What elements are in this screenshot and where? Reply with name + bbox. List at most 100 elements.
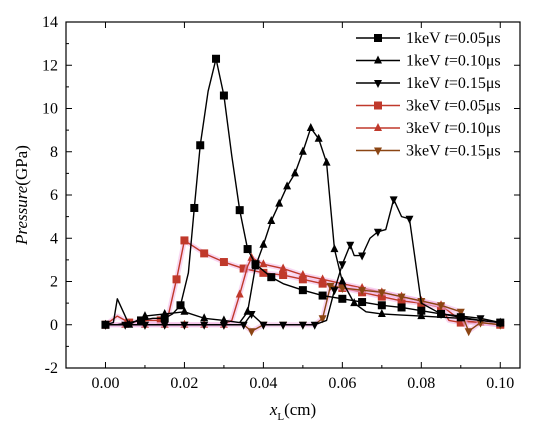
legend-label: 1keV t=0.05μs	[406, 30, 501, 47]
y-axis-label-italic: Pressure	[12, 185, 31, 246]
legend-label-prefix: 3keV	[406, 120, 444, 137]
data-point	[275, 198, 284, 207]
y-tick-label: 12	[42, 57, 58, 74]
data-point	[279, 271, 288, 280]
data-point	[377, 301, 386, 310]
data-point	[314, 133, 323, 142]
data-point	[290, 168, 299, 177]
legend-marker	[374, 101, 382, 110]
legend-label-prefix: 1keV	[406, 30, 444, 47]
data-point	[137, 316, 146, 325]
legend-item: 3keV t=0.05μs	[356, 98, 501, 115]
data-point	[259, 268, 268, 277]
data-point	[377, 308, 386, 317]
data-point	[338, 294, 347, 303]
x-tick-label: 0.10	[486, 375, 514, 392]
data-point	[247, 328, 256, 337]
data-point	[298, 321, 307, 330]
data-point	[219, 258, 228, 267]
series-group	[101, 54, 505, 329]
data-point	[346, 241, 355, 250]
legend-label-suffix: =0.15μs	[449, 75, 501, 92]
plot-series-group	[101, 54, 505, 337]
data-point	[283, 181, 292, 190]
legend-label-suffix: =0.05μs	[449, 98, 501, 115]
legend-label-suffix: =0.10μs	[449, 53, 501, 70]
data-point	[377, 289, 386, 298]
data-point	[358, 252, 367, 261]
series-group	[101, 122, 505, 328]
legend-marker	[374, 80, 382, 88]
legend-label-suffix: =0.05μs	[449, 30, 501, 47]
data-point	[121, 321, 130, 330]
y-axis-label-unit: (GPa)	[12, 145, 31, 186]
data-point	[235, 289, 244, 298]
data-point	[200, 249, 209, 258]
data-point	[239, 321, 248, 330]
data-point	[476, 319, 485, 328]
data-point	[338, 284, 347, 293]
legend-label: 3keV t=0.15μs	[406, 143, 501, 160]
y-tick-label: 8	[50, 144, 58, 161]
legend-item: 1keV t=0.05μs	[356, 30, 501, 47]
data-point	[200, 313, 209, 322]
x-tick-label: 0.00	[91, 375, 119, 392]
legend-label-var: t	[444, 120, 449, 137]
data-point	[235, 206, 244, 215]
data-point	[330, 244, 339, 253]
x-axis-label-unit: (cm)	[284, 400, 316, 419]
data-point	[259, 321, 268, 330]
data-point	[267, 215, 276, 224]
legend-marker	[374, 147, 382, 156]
data-point	[196, 141, 205, 150]
data-point	[172, 275, 181, 284]
legend-item: 3keV t=0.15μs	[356, 143, 501, 160]
data-point	[176, 301, 185, 310]
data-point	[140, 311, 149, 320]
data-point	[476, 315, 485, 324]
data-point	[160, 308, 169, 317]
data-point	[219, 321, 228, 330]
data-point	[326, 282, 335, 291]
data-point	[318, 279, 327, 288]
data-point	[298, 275, 307, 284]
data-point	[437, 302, 446, 311]
legend-label-suffix: =0.10μs	[449, 120, 501, 137]
legend-item: 1keV t=0.15μs	[356, 75, 501, 92]
data-point	[397, 303, 406, 312]
data-point	[417, 311, 426, 320]
y-tick-label: 14	[42, 14, 58, 31]
data-point	[212, 54, 221, 63]
series-group	[101, 196, 505, 330]
data-point	[318, 291, 327, 300]
y-tick-label: 2	[50, 274, 58, 291]
legend-label-var: t	[444, 75, 449, 92]
data-point	[456, 308, 465, 317]
y-axis-label: Pressure(GPa)	[12, 145, 31, 246]
series-line	[105, 127, 501, 326]
data-point	[239, 264, 248, 273]
data-point	[437, 310, 446, 319]
data-point	[140, 321, 149, 330]
data-point	[180, 306, 189, 315]
data-point	[219, 315, 228, 324]
data-point	[464, 328, 473, 337]
x-tick-label: 0.02	[170, 375, 198, 392]
legend-label-prefix: 3keV	[406, 143, 444, 160]
data-point	[160, 321, 169, 330]
data-point	[180, 236, 189, 245]
legend-label-prefix: 1keV	[406, 53, 444, 70]
legend-label-prefix: 1keV	[406, 75, 444, 92]
y-tick-label: 4	[50, 230, 58, 247]
data-point	[496, 319, 505, 328]
x-tick-label: 0.04	[249, 375, 277, 392]
data-point	[200, 321, 209, 330]
axis-ticks-group: 0.00 0.02 0.04 0.06 0.08 0.10 -2 0 2 4 6 8 10 12 14	[42, 14, 520, 392]
data-point	[180, 321, 189, 330]
data-point	[298, 286, 307, 295]
legend-label-var: t	[444, 143, 449, 160]
legend-label: 3keV t=0.10μs	[406, 120, 501, 137]
y-tick-label: 0	[50, 317, 58, 334]
data-point	[318, 274, 327, 283]
